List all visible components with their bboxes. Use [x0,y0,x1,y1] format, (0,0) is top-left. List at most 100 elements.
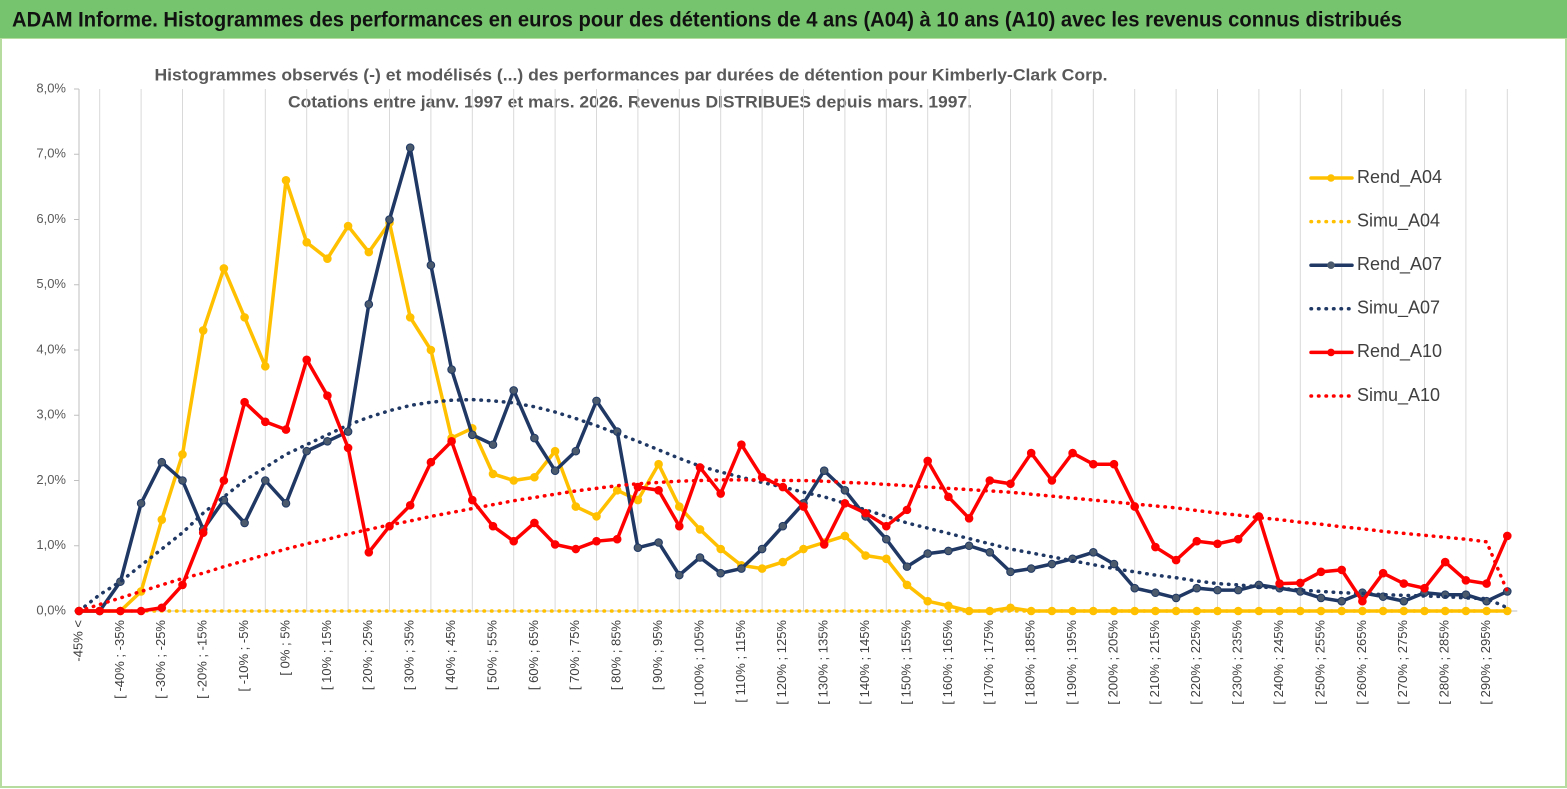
data-point [675,521,684,531]
data-point [157,603,167,613]
data-point [198,326,208,335]
x-tick-label: [ 150% ; 155% [898,620,913,705]
data-point [157,457,167,467]
simulated-line [77,397,1510,613]
data-point [281,425,291,434]
data-point [840,499,850,508]
data-point [1171,593,1181,603]
data-point [675,570,684,580]
data-point [240,397,249,407]
data-point [799,544,808,554]
data-point [364,547,374,557]
data-point [116,606,125,616]
data-point [592,536,601,546]
legend-marker [1327,174,1335,182]
data-point [550,446,560,456]
x-tick-label: [ 10% ; 15% [319,620,334,691]
data-point [1047,476,1057,485]
data-point [757,564,767,573]
data-point [1192,536,1202,546]
y-tick-label: 4,0% [36,341,66,356]
legend-label: Rend_A04 [1357,167,1442,188]
data-point [530,518,539,528]
observed-line [77,178,1510,613]
data-point [261,476,270,485]
data-point [778,482,788,492]
data-point [1047,559,1057,569]
data-point [509,386,519,395]
legend-marker [1327,261,1335,270]
data-point [95,606,104,616]
data-point [964,541,974,551]
data-point [861,551,870,560]
x-tick-label: [ 170% ; 175% [981,620,996,705]
x-tick-label: [ 0% ; 5% [277,620,292,676]
data-point [737,440,746,449]
data-point [323,391,332,400]
y-tick-label: 0,0% [36,602,66,617]
data-point [1192,583,1202,593]
observed-line [77,358,1510,613]
legend-marker [1327,348,1335,357]
x-tick-label: [ -40% ; -35% [112,620,127,699]
data-point [1296,578,1305,588]
x-tick-label: [ 200% ; 205% [1105,620,1120,705]
x-tick-label: [ 70% ; 75% [567,620,582,691]
data-point [302,355,312,365]
data-point [219,264,229,273]
x-tick-label: [ 90% ; 95% [650,620,665,691]
x-tick-label: [ 270% ; 275% [1395,620,1410,705]
x-tick-label: [ 280% ; 285% [1437,620,1452,705]
data-point [488,521,498,531]
legend-label: Simu_A04 [1357,210,1440,231]
data-point [1440,557,1450,567]
data-point [261,417,270,427]
x-tick-label: [ 30% ; 35% [402,620,417,691]
data-point [1233,534,1243,544]
x-tick-label: [ 20% ; 25% [360,620,375,691]
data-point [1482,579,1491,588]
data-point [509,536,519,546]
data-point [757,544,767,554]
data-point [654,485,663,495]
data-point [426,345,436,355]
data-point [1399,579,1409,588]
data-point [468,495,477,505]
data-point [530,472,539,482]
data-point [426,260,436,270]
x-tick-label: [ 220% ; 225% [1188,620,1203,705]
data-point [405,313,415,322]
data-point [882,554,891,564]
y-tick-label: 5,0% [36,276,66,291]
data-point [902,580,912,590]
data-point [1109,459,1119,469]
data-point [178,580,187,590]
data-point [612,485,622,495]
data-point [550,466,560,476]
data-point [1461,576,1471,585]
data-point [633,482,643,492]
x-tick-label: [ 140% ; 145% [857,620,872,705]
data-point [240,518,249,528]
x-tick-label: [ 110% ; 115% [733,620,748,703]
data-point [675,502,684,511]
data-point [819,466,829,476]
x-tick-label: [ 180% ; 185% [1023,620,1038,705]
data-point [923,456,933,466]
data-point [1213,539,1222,549]
data-point [468,430,477,440]
data-point [716,568,726,578]
data-point [530,433,539,443]
data-point [695,525,705,534]
x-tick-label: [ 120% ; 125% [774,620,789,705]
data-point [281,176,291,185]
plot: 0,0% 1,0% 2,0% 3,0% 4,0% 5,0% 6,0% 7,0% 8,0% -45%… [36,80,1518,705]
data-point [882,521,891,531]
data-point [1151,588,1160,598]
data-point [1213,585,1222,595]
data-point [136,499,146,508]
data-point [964,514,974,523]
data-point [343,221,353,231]
data-point [447,365,456,374]
